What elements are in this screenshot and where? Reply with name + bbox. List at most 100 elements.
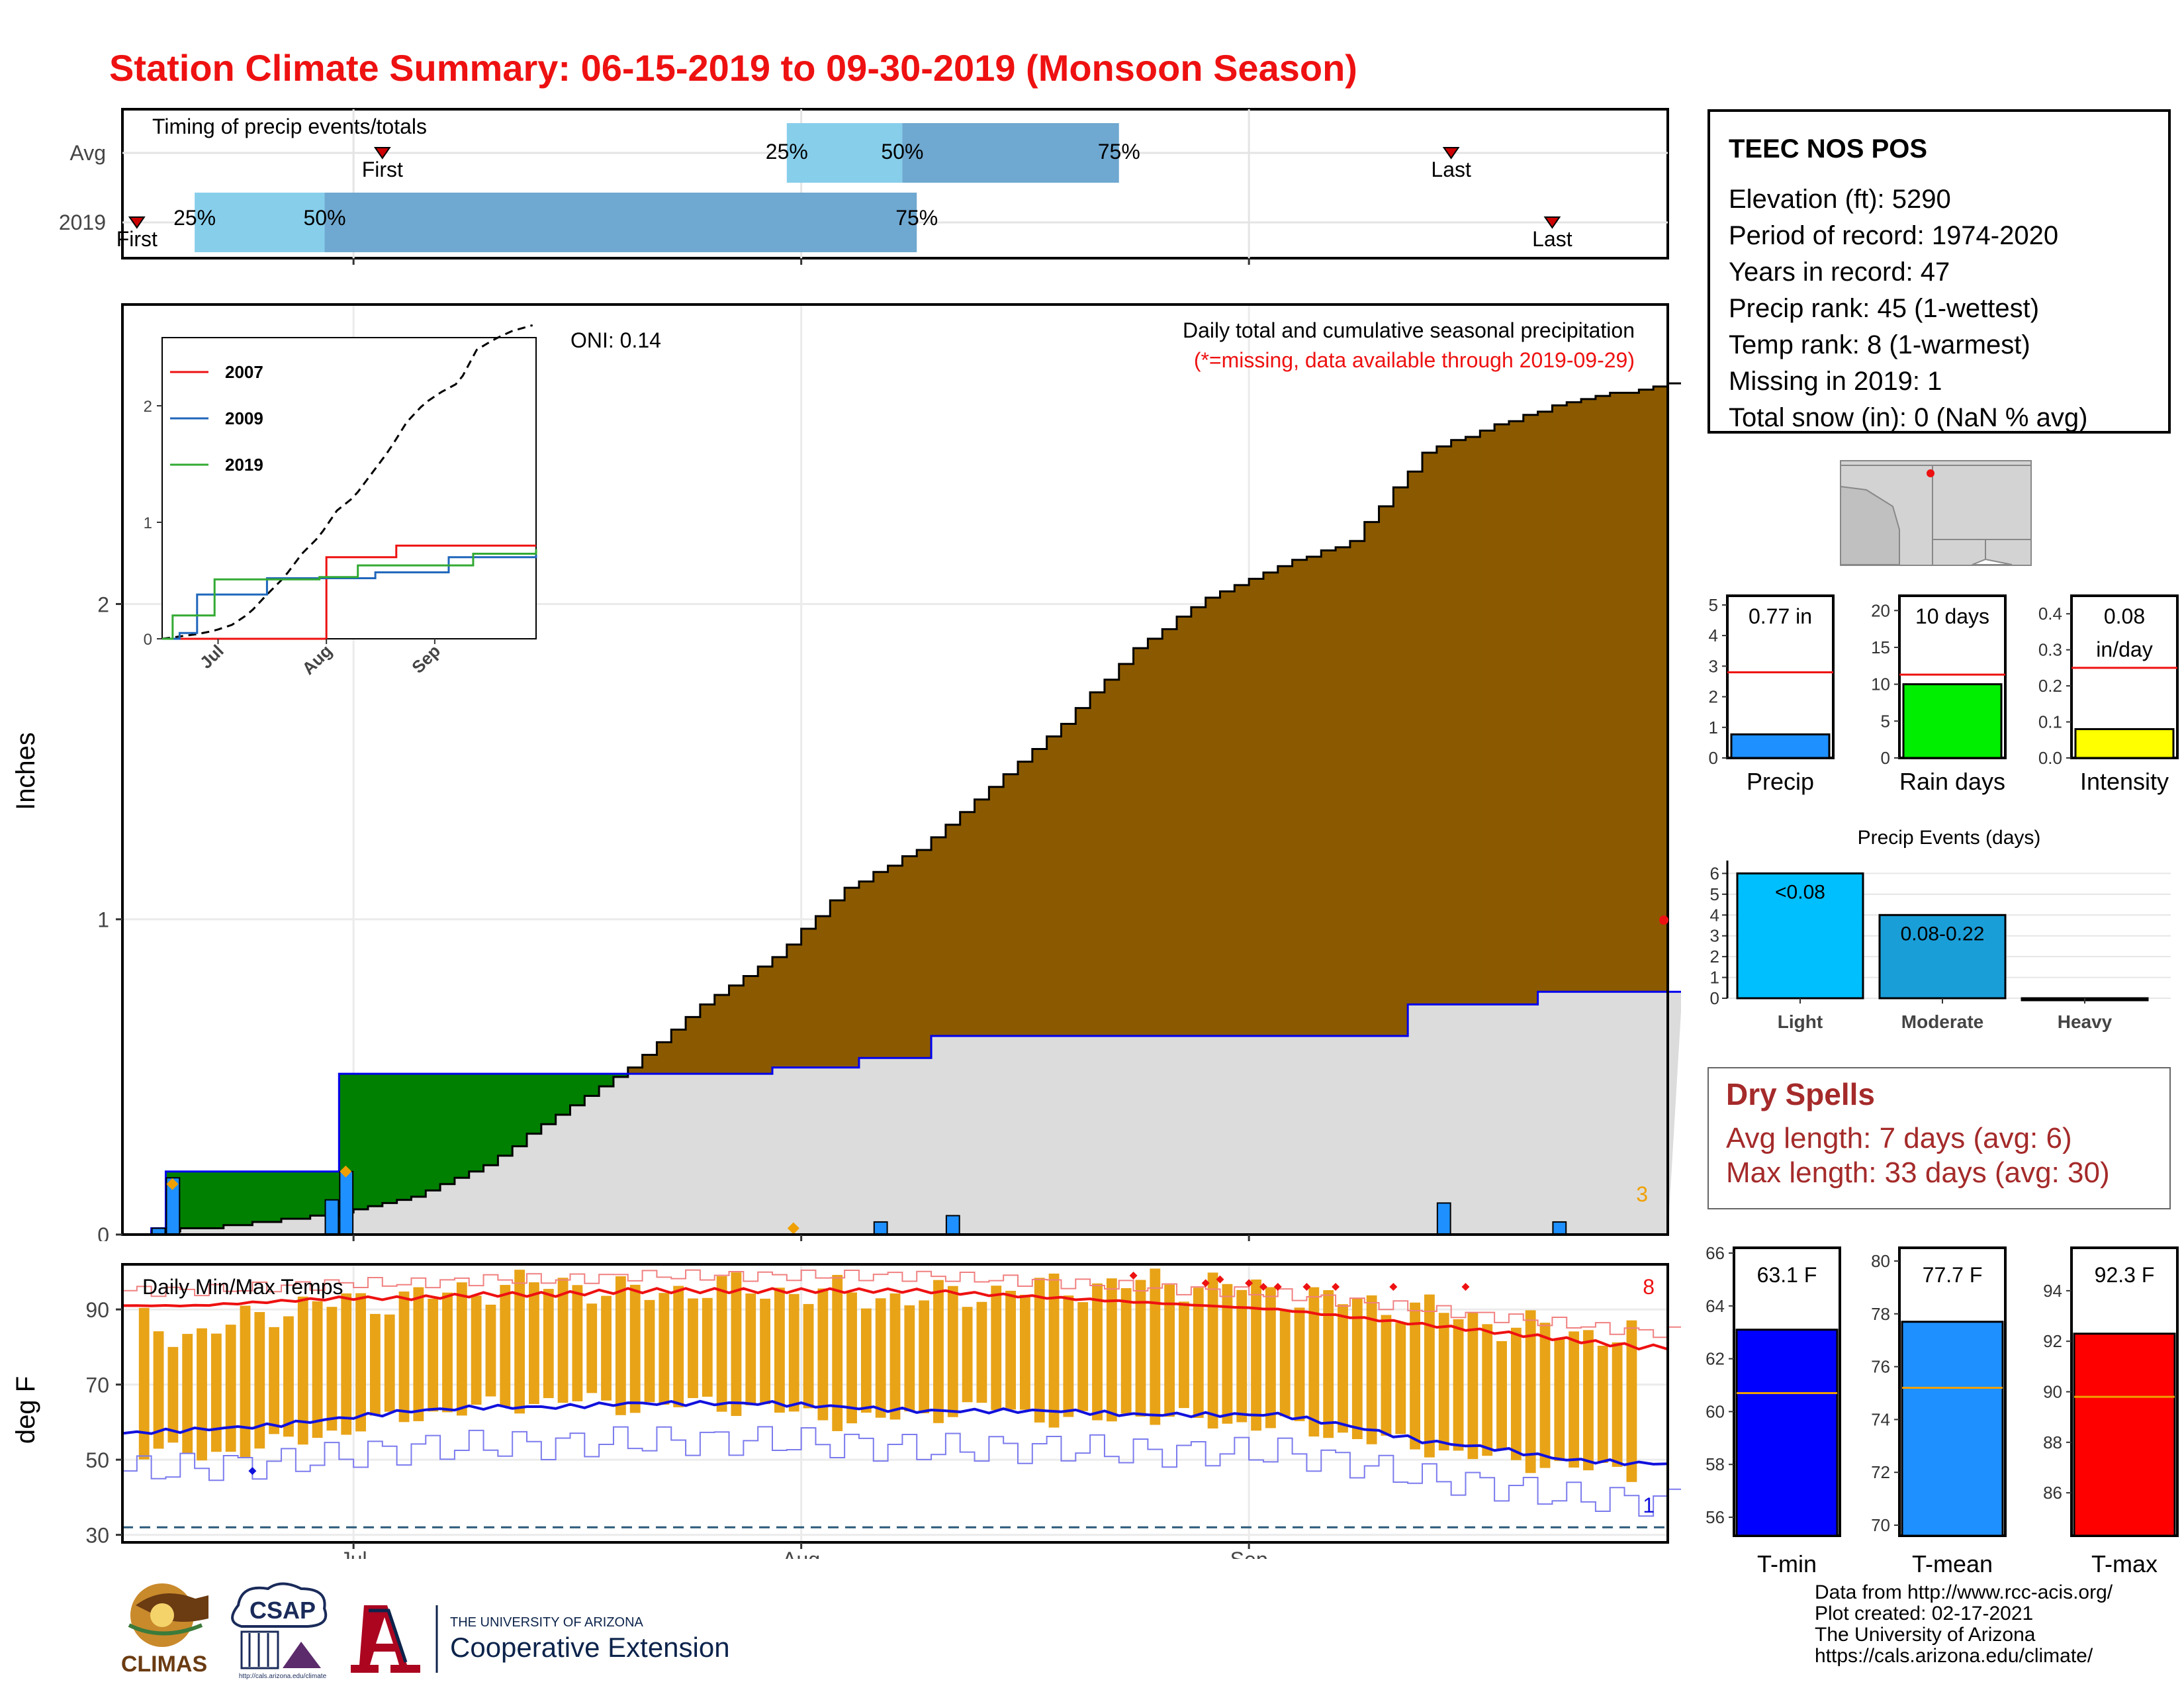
daily-temp-range-bar (1063, 1295, 1074, 1417)
mini-bar-ytick-label: 0.3 (2038, 640, 2062, 660)
temp-bar-ytick-label: 72 (1871, 1462, 1890, 1482)
mini-bar-ytick-label: 0.2 (2038, 676, 2062, 696)
oni-label: ONI: 0.14 (570, 328, 661, 352)
deficit-area (1118, 663, 1134, 1036)
station-location-dot (1927, 469, 1934, 477)
deficit-area (902, 856, 917, 1058)
daily-temp-range-bar (731, 1272, 742, 1417)
precip-count: 3 (1636, 1182, 1648, 1206)
daily-temp-range-bar (1482, 1324, 1493, 1456)
mini-bar-ytick-label: 15 (1871, 637, 1890, 657)
deficit-area (1581, 399, 1596, 992)
daily-precip-bar (1552, 1221, 1567, 1235)
daily-temp-range-bar (1294, 1307, 1305, 1421)
daily-temp-range-bar (1569, 1331, 1580, 1468)
surplus-area (613, 1074, 629, 1077)
timing-bar-q2 (902, 123, 1119, 183)
deficit-area (1508, 421, 1524, 1005)
record-high-marker (1245, 1279, 1253, 1288)
mini-bar-ytick-label: 5 (1881, 711, 1890, 731)
record-high-marker (1302, 1283, 1311, 1291)
daily-temp-range-bar (659, 1293, 670, 1405)
surplus-area (353, 1074, 369, 1209)
deficit-area (1032, 749, 1048, 1036)
precip-subtitle: Daily total and cumulative seasonal prec… (1183, 318, 1635, 342)
credits: Data from http://www.rcc-acis.org/ Plot … (1815, 1582, 2113, 1667)
svg-text:CSAP: CSAP (250, 1597, 316, 1624)
daily-temp-range-bar (1525, 1310, 1536, 1474)
deficit-area (1336, 547, 1351, 1036)
precip-ytick-label: 2 (97, 592, 109, 616)
deficit-area (815, 915, 831, 1068)
timing-p50-label: 50% (881, 140, 923, 164)
deficit-area (1205, 597, 1221, 1036)
temp-bar-ytick-label: 62 (1706, 1349, 1725, 1369)
deficit-area (671, 1029, 686, 1074)
daily-temp-range-bar (514, 1270, 525, 1414)
daily-temp-range-bar (1019, 1294, 1030, 1410)
surplus-area (310, 1171, 326, 1216)
daily-temp-range-bar (1323, 1289, 1334, 1438)
daily-temp-range-bar (716, 1276, 727, 1412)
daily-temp-range-bar (991, 1286, 1002, 1411)
season-totals-chart: 0 1 2 3 4 5 0.77 in Precip 0 5 10 15 20 10 days Rain d… (1709, 594, 2179, 795)
daily-temp-range-bar (1135, 1280, 1146, 1417)
daily-temp-range-bar (1179, 1301, 1189, 1409)
avg-cumulative-fill (122, 992, 1681, 1235)
temp-title: Daily Min/Max Temps (142, 1275, 343, 1299)
avg-max-line (122, 1287, 1668, 1351)
svg-text:http://cals.arizona.edu/climat: http://cals.arizona.edu/climate (239, 1673, 327, 1680)
daily-precip-bar (1436, 1202, 1451, 1236)
deficit-area (627, 1067, 643, 1074)
station-period: Period of record: 1974-2020 (1729, 221, 2059, 250)
station-years: Years in record: 47 (1729, 258, 1950, 287)
record-high-marker (1332, 1283, 1340, 1291)
daily-temp-range-bar (1308, 1287, 1320, 1437)
daily-temp-range-bar (1539, 1323, 1551, 1468)
events-ytick-label: 4 (1710, 905, 1719, 925)
credit-data-source: Data from http://www.rcc-acis.org/ (1815, 1581, 2113, 1603)
temp-bar-label: T-max (2091, 1550, 2158, 1577)
daily-temp-range-bar (283, 1316, 294, 1437)
precip-ylabel: Inches (11, 732, 40, 810)
events-ytick-label: 0 (1710, 988, 1719, 1008)
daily-temp-range-bar (1164, 1284, 1175, 1417)
record-high-marker (1129, 1272, 1138, 1280)
daily-temp-range-bar (817, 1288, 829, 1421)
deficit-area (960, 812, 976, 1036)
temp-bar-ytick-label: 78 (1871, 1304, 1890, 1324)
daily-temp-range-bar (398, 1291, 410, 1423)
avg-min-line (122, 1399, 1668, 1466)
daily-temp-range-bar (1438, 1313, 1449, 1451)
station-snow: Total snow (in): 0 (NaN % avg) (1729, 403, 2088, 432)
deficit-area (1364, 522, 1380, 1036)
deficit-area (1104, 679, 1120, 1036)
daily-temp-range-bar (1410, 1302, 1421, 1450)
deficit-area (743, 976, 758, 1074)
deficit-area (873, 872, 889, 1058)
mini-bar-ytick-label: 5 (1709, 595, 1718, 615)
deficit-area (1234, 585, 1250, 1036)
mini-bar-ytick-label: 0 (1709, 748, 1718, 768)
daily-temp-range-bar (976, 1301, 987, 1403)
daily-temp-range-bar (803, 1303, 814, 1409)
deficit-area (1133, 648, 1148, 1036)
timing-p25-label: 25% (173, 206, 216, 230)
temp-bar-t-min (1735, 1329, 1839, 1537)
temp-bar-ytick-label: 92 (2043, 1331, 2062, 1351)
temp-bar-ytick-label: 76 (1871, 1357, 1890, 1377)
surplus-area (411, 1074, 426, 1197)
record-high-marker (1461, 1283, 1470, 1291)
daily-temp-range-bar (500, 1285, 511, 1407)
record-max-line (122, 1269, 1681, 1338)
deficit-area (1537, 411, 1553, 992)
page-title: Station Climate Summary: 06-15-2019 to 0… (109, 47, 1357, 89)
deficit-area (1075, 708, 1091, 1036)
events-bar-label: 0.08-0.22 (1901, 923, 1985, 945)
record-high-marker (1216, 1275, 1224, 1284)
temp-bar-ytick-label: 58 (1706, 1454, 1725, 1474)
daily-temp-range-bar (1510, 1327, 1522, 1460)
daily-temp-range-bar (832, 1274, 843, 1431)
precip-missing-note: (*=missing, data available through 2019-… (1194, 348, 1635, 372)
